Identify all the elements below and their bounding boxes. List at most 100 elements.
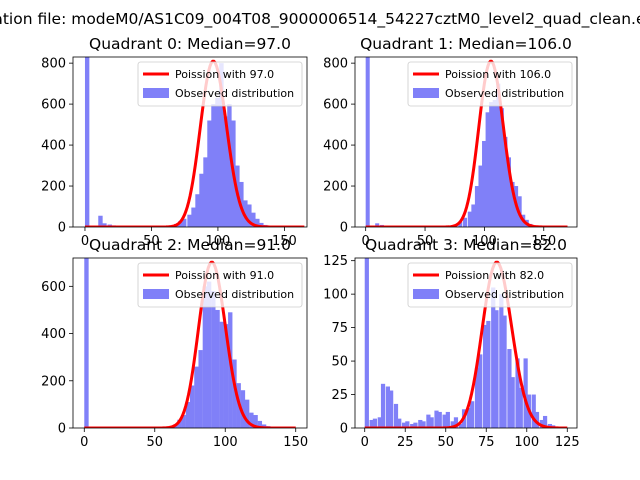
plot-area — [364, 258, 568, 428]
histogram-bar — [510, 377, 515, 428]
histogram-bar — [377, 417, 382, 428]
y-tick-label: 0 — [340, 221, 348, 236]
histogram-bar — [389, 390, 394, 428]
histogram-bar — [502, 315, 507, 428]
histogram-bar — [503, 136, 508, 227]
x-tick-label: 0 — [362, 234, 370, 249]
y-tick-label: 800 — [323, 57, 348, 72]
histogram-bar — [499, 108, 504, 227]
histogram-bar — [539, 419, 544, 428]
histogram-bar — [410, 423, 415, 428]
legend-line-label: Poission with 106.0 — [445, 68, 551, 81]
y-tick-label: 600 — [41, 98, 66, 113]
x-tick-label: 150 — [283, 435, 308, 450]
legend: Poission with 82.0 Observed distribution — [407, 262, 573, 308]
histogram-bar — [506, 157, 511, 227]
histogram-bar — [365, 57, 370, 227]
histogram-bar — [84, 258, 89, 428]
x-tick-label: 100 — [514, 435, 539, 450]
histogram-bar — [369, 419, 374, 428]
x-tick-label: 150 — [272, 234, 297, 249]
histogram-bar — [467, 211, 472, 227]
x-tick-label: 150 — [531, 234, 556, 249]
y-tick-label: 200 — [41, 180, 66, 195]
y-tick-label: 100 — [323, 288, 348, 303]
legend: Poission with 91.0 Observed distribution — [137, 262, 303, 308]
histogram-bar — [393, 403, 399, 428]
histogram-bar — [405, 421, 410, 428]
axes-frame — [72, 257, 308, 429]
y-tick-label: 0 — [58, 221, 66, 236]
legend-line-label: Poission with 82.0 — [445, 269, 544, 282]
legend-box — [407, 262, 573, 308]
suptitle: ulation file: modeM0/AS1C09_004T08_90000… — [0, 10, 640, 29]
histogram-bar — [102, 223, 107, 227]
histogram-bar — [259, 222, 264, 227]
histogram-bar — [211, 104, 216, 227]
panel-0: 0 50 100 150 0 200 400 600 800 Quadrant 0: Median… — [41, 35, 308, 249]
y-tick-label: 0 — [340, 422, 348, 437]
histogram-bar — [492, 100, 497, 227]
axes-frame — [354, 56, 578, 228]
histogram-bar — [182, 218, 187, 227]
histogram-bar — [496, 83, 501, 227]
histogram-bar — [219, 321, 224, 428]
histogram-bar — [223, 116, 228, 227]
histogram-bar — [471, 204, 476, 227]
x-tick-label: 50 — [146, 435, 163, 450]
histogram-bar — [523, 358, 528, 428]
histogram-bar — [489, 102, 494, 227]
poisson-curve — [365, 59, 568, 227]
histogram-bar — [257, 420, 263, 428]
histogram-bar — [228, 312, 233, 428]
y-tick-label: 200 — [41, 374, 66, 389]
histogram-bar — [458, 221, 463, 227]
panel-3: 0 25 50 75 100 125 0 25 50 75 100 125 Quadrant 3: Me… — [323, 236, 580, 450]
legend-box — [137, 61, 303, 107]
histogram-bar — [177, 419, 182, 428]
histogram-bar — [450, 421, 455, 428]
histogram-bar — [385, 386, 391, 428]
x-tick-label: 25 — [397, 435, 414, 450]
histogram-bar — [178, 221, 183, 227]
histogram-bar — [84, 57, 90, 227]
histogram-bar — [232, 359, 237, 428]
x-tick-label: 0 — [361, 435, 369, 450]
histogram-bar — [518, 387, 523, 428]
y-tick-label: 400 — [323, 139, 348, 154]
histogram-bar — [255, 218, 260, 227]
histogram-bar — [426, 414, 431, 428]
x-tick-label: 125 — [555, 435, 580, 450]
y-tick-label: 200 — [323, 180, 348, 195]
histogram-bar — [478, 354, 483, 428]
histogram-bar — [434, 410, 439, 428]
histogram-bar — [458, 423, 463, 428]
histogram-bar — [421, 421, 426, 428]
histogram-bar — [215, 309, 220, 428]
histogram-bar — [507, 349, 512, 428]
axes-frame — [354, 257, 578, 429]
legend-bar-label: Observed distribution — [175, 87, 294, 100]
histogram-bar — [247, 204, 252, 227]
x-tick-label: 50 — [417, 234, 434, 249]
plot-area — [84, 258, 296, 428]
histogram-bar — [181, 415, 186, 428]
histogram-bar — [494, 310, 499, 428]
histogram-bar — [191, 207, 196, 227]
histogram-bar — [463, 217, 468, 227]
histogram-bar — [485, 112, 490, 227]
x-tick-label: 100 — [472, 234, 497, 249]
y-tick-label: 400 — [41, 327, 66, 342]
plot-area — [365, 57, 568, 227]
histogram-bar — [206, 281, 212, 428]
y-tick-label: 600 — [323, 98, 348, 113]
legend-bar-swatch — [413, 88, 439, 98]
histogram-bar — [227, 104, 232, 227]
x-tick-label: 0 — [81, 234, 89, 249]
histogram-bar — [534, 411, 540, 428]
histogram-bar — [240, 390, 246, 428]
histogram-bar — [474, 367, 480, 428]
y-tick-label: 75 — [331, 321, 348, 336]
histogram-bar — [253, 415, 258, 428]
